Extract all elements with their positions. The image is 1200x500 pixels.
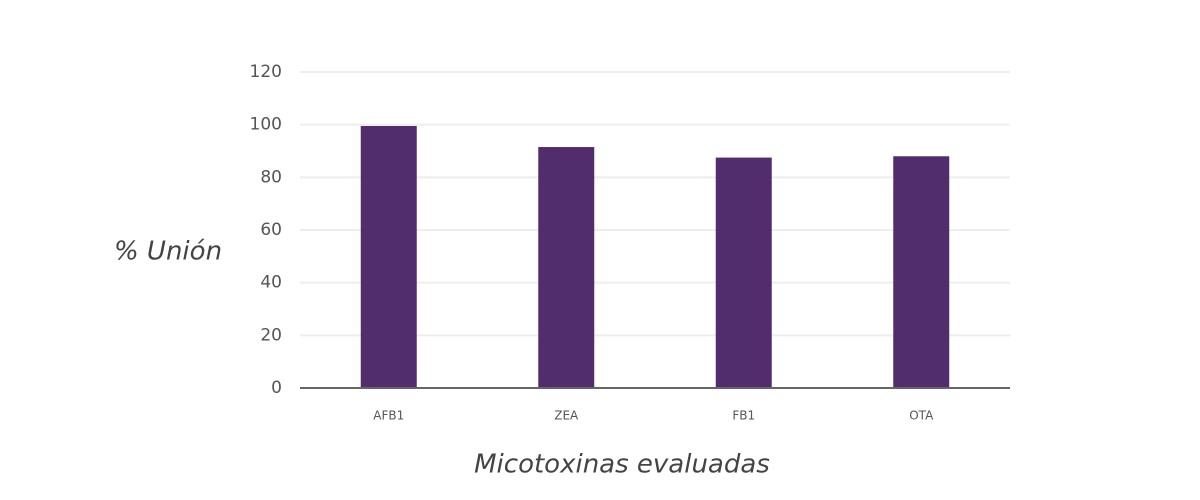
bar <box>893 156 950 388</box>
y-tick-label: 60 <box>260 220 282 240</box>
x-tick-label: AFB1 <box>373 409 404 423</box>
bar <box>715 157 772 388</box>
y-tick-label: 20 <box>260 325 282 345</box>
y-tick-label: 40 <box>260 273 282 293</box>
x-tick-label: ZEA <box>554 409 579 423</box>
y-tick-label: 80 <box>260 167 282 187</box>
bar <box>538 147 595 388</box>
bar <box>360 125 417 388</box>
x-tick-label: FB1 <box>732 409 755 423</box>
y-tick-label: 0 <box>271 378 282 398</box>
x-axis-label: Micotoxinas evaluadas <box>474 450 770 480</box>
x-tick-label: OTA <box>909 409 934 423</box>
y-tick-label: 120 <box>250 62 282 82</box>
y-axis-label: % Unión <box>114 237 222 267</box>
y-tick-label: 100 <box>250 115 282 135</box>
